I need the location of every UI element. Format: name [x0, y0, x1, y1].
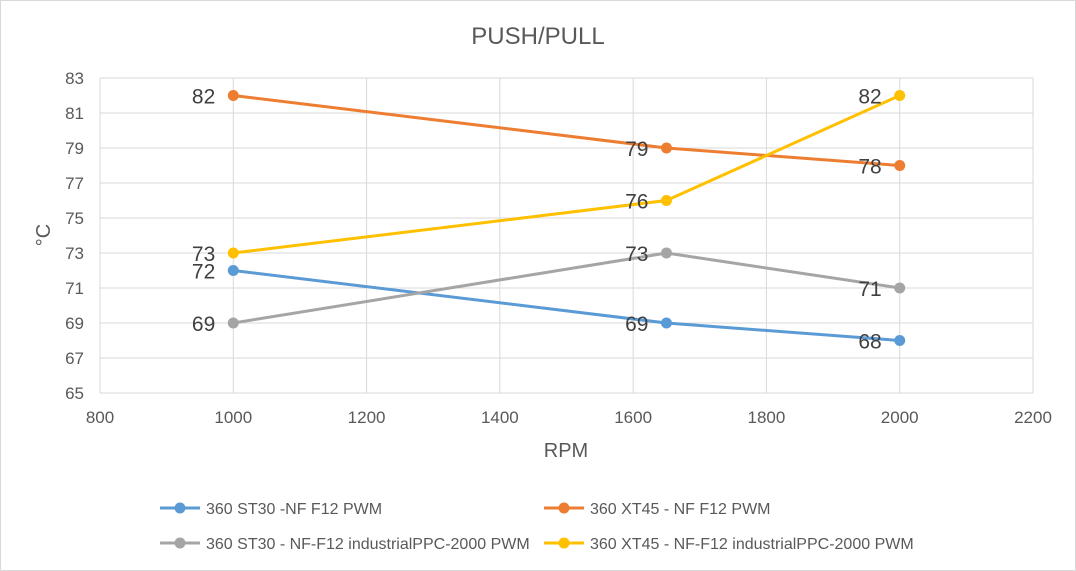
y-tick-label: 79: [65, 139, 84, 158]
data-label: 73: [192, 243, 215, 266]
data-label: 69: [625, 313, 648, 336]
data-label: 68: [858, 331, 881, 354]
data-label: 82: [858, 86, 881, 109]
x-tick-label: 1400: [481, 408, 519, 427]
data-point: [227, 247, 239, 259]
legend-item: 360 XT45 - NF F12 PWM: [544, 501, 771, 518]
data-point: [894, 335, 906, 346]
x-tick-label: 1000: [214, 408, 252, 427]
data-label: 79: [625, 138, 648, 161]
series-line-2: [233, 94, 900, 167]
x-tick-label: 1200: [348, 408, 386, 427]
chart-title: PUSH/PULL: [471, 23, 604, 50]
data-label: 71: [858, 278, 881, 301]
data-label: 82: [192, 86, 215, 109]
legend-marker: [558, 502, 570, 514]
y-tick-label: 69: [65, 314, 84, 333]
data-label: 72: [192, 261, 215, 284]
data-point: [894, 90, 906, 101]
legend-item: 360 ST30 - NF-F12 industrialPPC-2000 PWM: [160, 536, 530, 553]
y-tick-label: 81: [65, 104, 84, 123]
data-label: 69: [192, 313, 215, 336]
data-point: [894, 282, 906, 294]
legend-marker: [174, 502, 186, 514]
y-tick-label: 73: [65, 244, 84, 263]
y-axis-label: °C: [33, 224, 55, 246]
y-tick-label: 71: [65, 279, 84, 298]
legend-label: 360 XT45 - NF F12 PWM: [590, 501, 771, 518]
legend-label: 360 ST30 - NF-F12 industrialPPC-2000 PWM: [206, 536, 530, 553]
data-label: 78: [858, 156, 881, 179]
x-tick-label: 1800: [748, 408, 786, 427]
legend: 360 ST30 -NF F12 PWM 360 XT45 - NF F12 PW…: [160, 501, 914, 553]
data-point: [660, 317, 672, 329]
gridlines: [99, 77, 1034, 394]
x-tick-label: 2000: [881, 408, 919, 427]
data-point: [227, 90, 239, 101]
series-lines: [227, 90, 906, 346]
x-tick-label: 800: [86, 408, 114, 427]
legend-label: 360 XT45 - NF-F12 industrialPPC-2000 PWM: [590, 536, 914, 553]
y-tick-label: 83: [65, 69, 84, 88]
x-axis-label: RPM: [544, 440, 588, 462]
legend-marker: [558, 537, 570, 549]
data-label: 76: [625, 191, 648, 214]
legend-item: 360 XT45 - NF-F12 industrialPPC-2000 PWM: [544, 536, 914, 553]
data-label: 73: [625, 243, 648, 266]
data-labels: 72 69 68 82 79 78 69 73 71 73 76 82: [192, 86, 882, 354]
y-tick-label: 67: [65, 349, 84, 368]
legend-label: 360 ST30 -NF F12 PWM: [206, 501, 382, 518]
x-tick-label: 2200: [1014, 408, 1052, 427]
y-tick-label: 65: [65, 384, 84, 403]
data-point: [660, 247, 672, 259]
data-point: [660, 195, 672, 206]
legend-marker: [174, 537, 186, 549]
y-tick-label: 77: [65, 174, 84, 193]
series-line-4: [233, 94, 901, 255]
x-tick-label: 1600: [614, 408, 652, 427]
y-tick-label: 75: [65, 209, 84, 228]
data-point: [227, 317, 239, 329]
data-point: [660, 142, 672, 154]
axis-ticks: 65 67 69 71 73 75 77 79 81 83 800 1000 1200 1400 1600 1…: [65, 69, 1052, 427]
data-point: [227, 265, 239, 276]
data-point: [894, 160, 906, 171]
legend-item: 360 ST30 -NF F12 PWM: [160, 501, 382, 518]
